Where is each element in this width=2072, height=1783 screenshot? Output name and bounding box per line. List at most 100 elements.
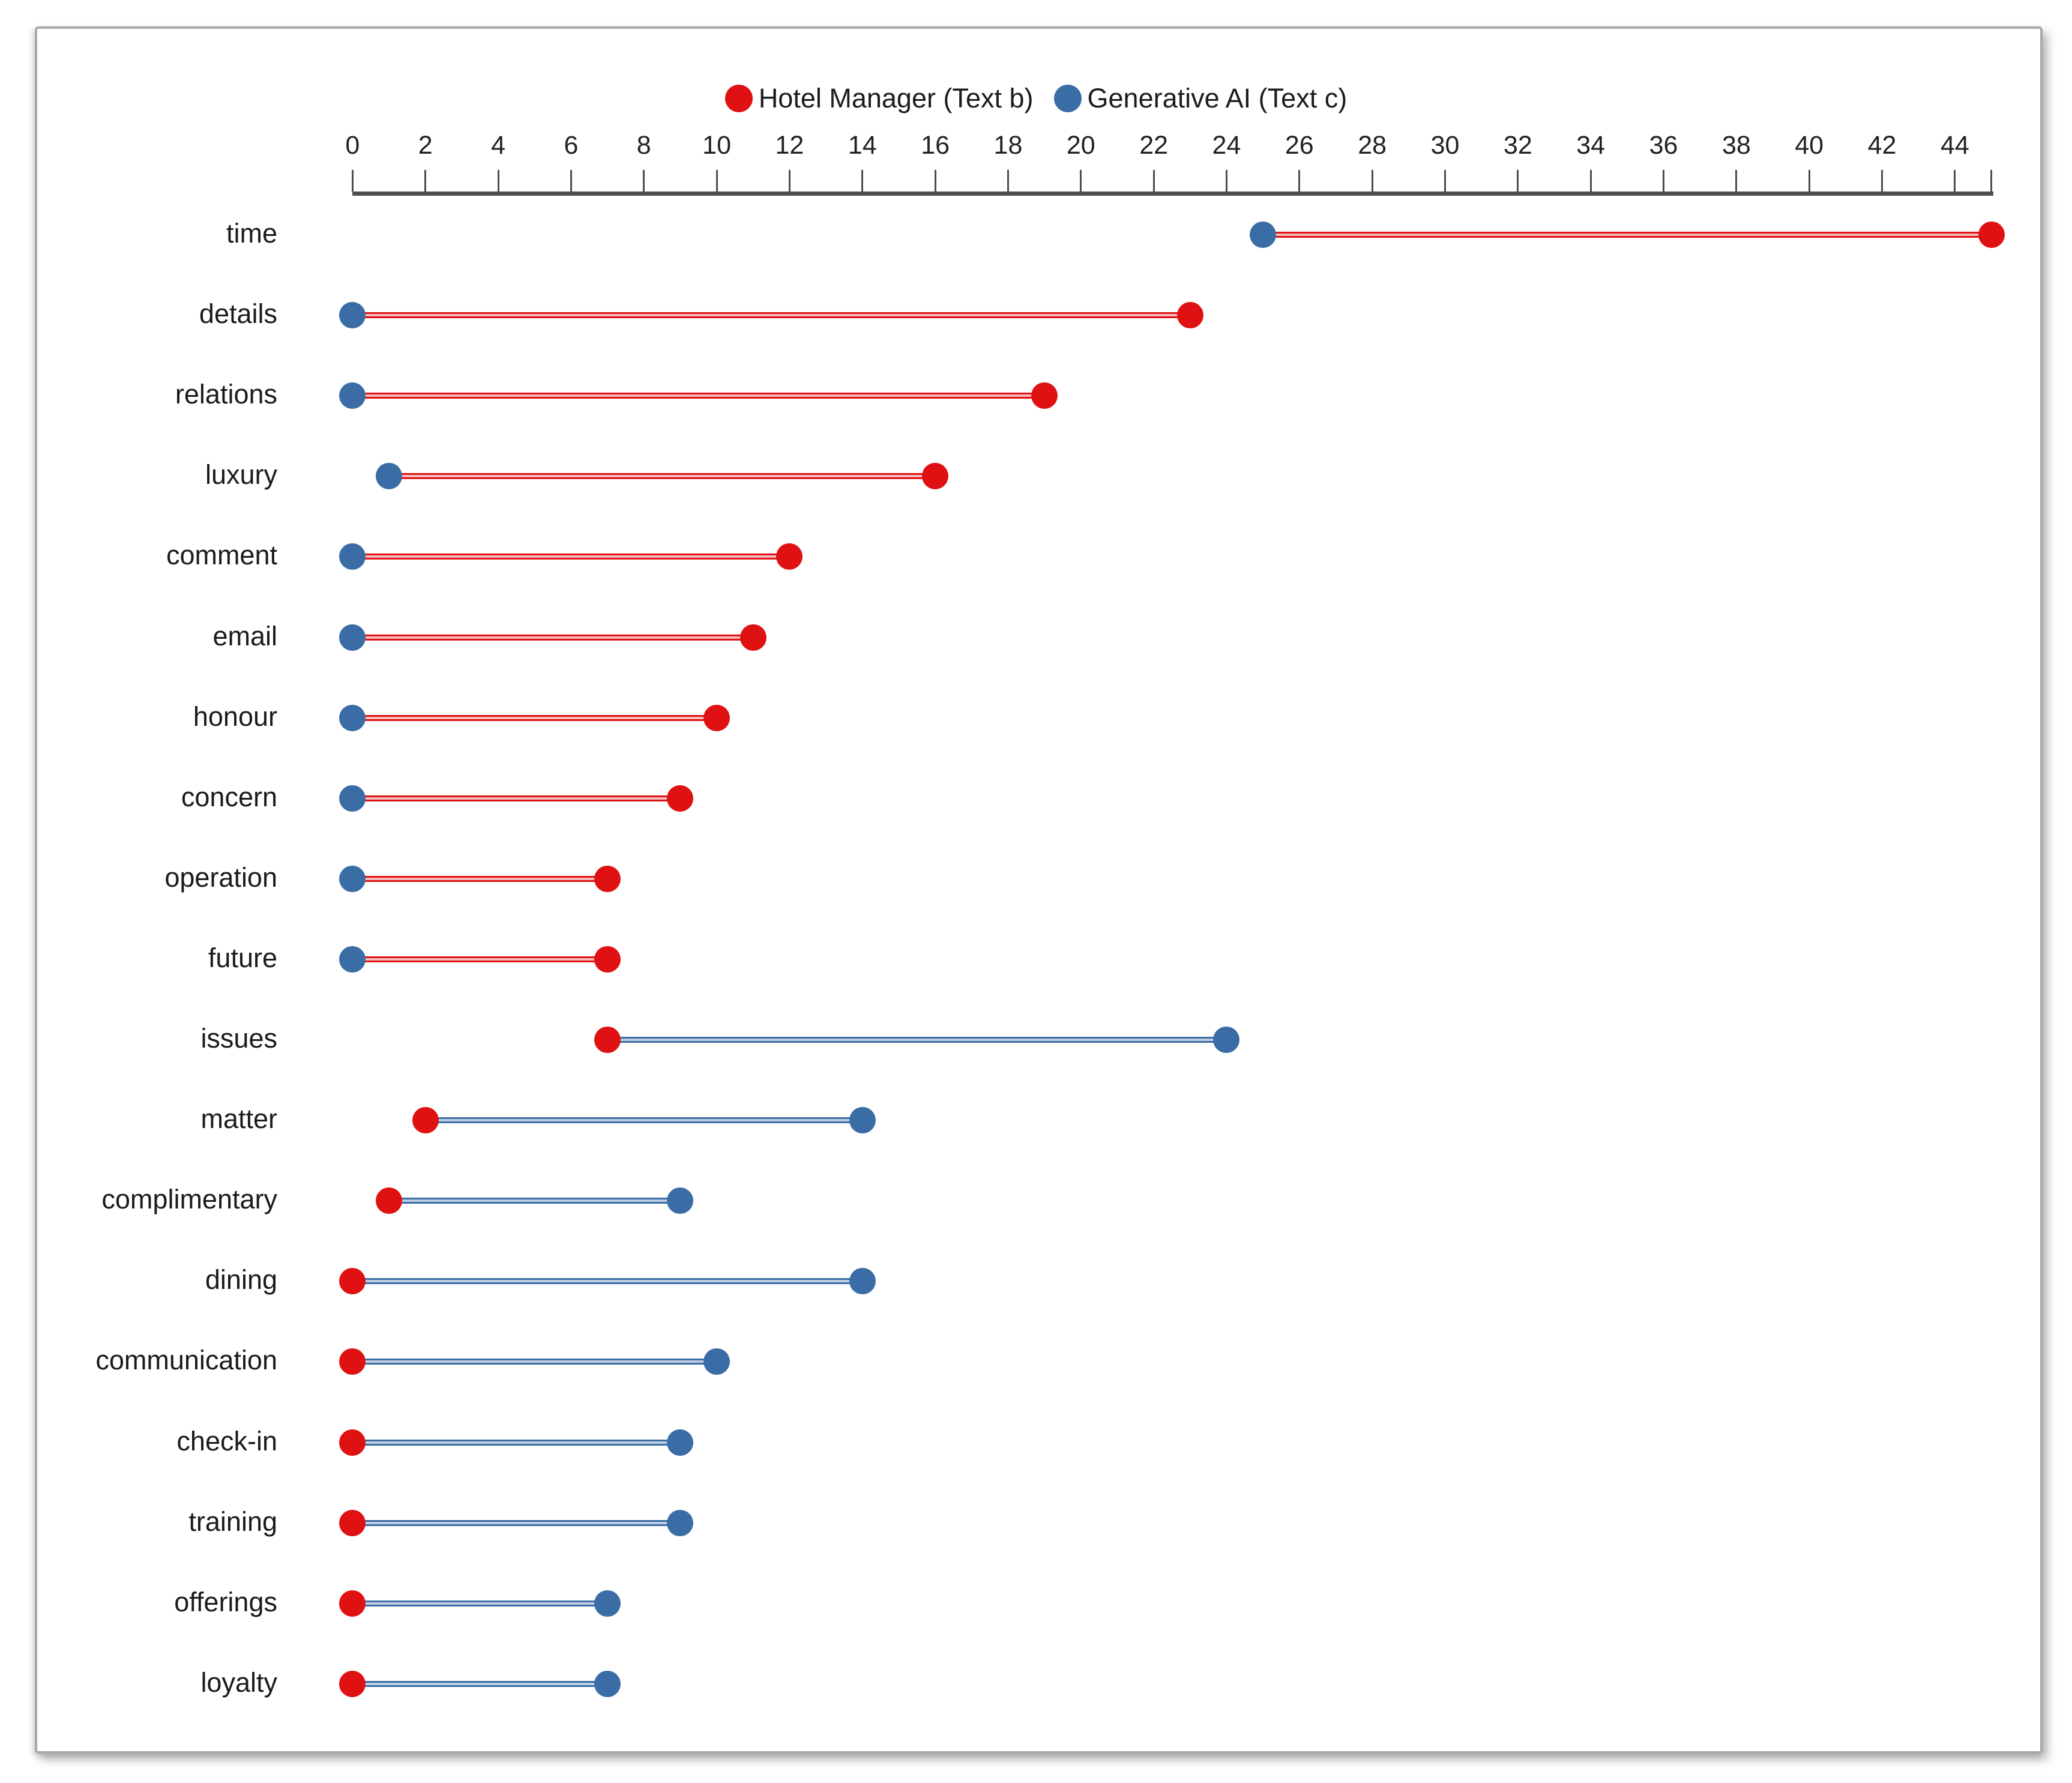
axis-tick: [570, 170, 572, 192]
axis-tick-label: 22: [1139, 131, 1169, 160]
axis-tick: [1444, 170, 1446, 192]
legend-item-generative-ai: Generative AI (Text c): [1053, 83, 1348, 114]
axis-end-tick: [1990, 170, 1993, 192]
axis-tick: [497, 170, 499, 192]
hotel-manager-dot: [339, 1590, 366, 1617]
hotel-manager-dot: [339, 1268, 366, 1295]
hotel-manager-dot: [922, 463, 949, 490]
x-axis-line: [352, 192, 1993, 196]
category-label: offerings: [174, 1586, 277, 1617]
axis-tick-label: 42: [1867, 131, 1897, 160]
category-label: concern: [181, 781, 277, 812]
generative-ai-dot: [339, 785, 366, 812]
generative-ai-dot: [1250, 222, 1277, 248]
hotel-manager-dot: [1031, 382, 1058, 409]
connector-line: [389, 473, 936, 480]
hotel-manager-dot: [667, 785, 694, 812]
category-label: training: [188, 1506, 277, 1537]
connector-line: [352, 1600, 608, 1607]
category-label: communication: [95, 1345, 277, 1376]
generative-ai-dot: [339, 946, 366, 973]
axis-tick: [424, 170, 427, 192]
axis-tick: [1080, 170, 1082, 192]
generative-ai-dot: [849, 1107, 876, 1134]
axis-tick-label: 24: [1212, 131, 1241, 160]
connector-line: [352, 554, 790, 560]
connector-line: [352, 312, 1190, 319]
connector-line: [352, 956, 608, 962]
category-label: loyalty: [200, 1667, 277, 1698]
hotel-manager-dot: [412, 1107, 439, 1134]
axis-tick-label: 34: [1576, 131, 1606, 160]
connector-line: [352, 393, 1045, 399]
axis-tick-label: 30: [1430, 131, 1460, 160]
category-label: comment: [166, 540, 277, 571]
hotel-manager-dot: [1176, 302, 1203, 329]
legend: Hotel Manager (Text b) Generative AI (Te…: [0, 83, 2072, 114]
axis-tick: [1735, 170, 1738, 192]
connector-line: [352, 795, 681, 801]
hotel-manager-dot: [594, 946, 621, 973]
connector-line: [389, 1198, 681, 1204]
axis-tick-label: 44: [1940, 131, 1969, 160]
generative-ai-dot: [1213, 1027, 1240, 1053]
axis-tick-label: 38: [1721, 131, 1751, 160]
hotel-manager-dot: [776, 543, 803, 570]
category-label: relations: [175, 379, 277, 410]
axis-tick: [1881, 170, 1884, 192]
axis-tick: [1954, 170, 1956, 192]
axis-tick: [1225, 170, 1227, 192]
axis-tick-label: 28: [1358, 131, 1387, 160]
category-label: operation: [164, 861, 277, 893]
generative-ai-dot: [339, 865, 366, 892]
generative-ai-dot: [339, 704, 366, 731]
generative-ai-dot: [667, 1187, 694, 1214]
axis-tick: [643, 170, 645, 192]
category-label: check-in: [176, 1425, 277, 1456]
axis-tick-label: 2: [418, 131, 433, 160]
axis-tick-label: 18: [993, 131, 1023, 160]
hotel-manager-dot: [594, 1027, 621, 1053]
hotel-manager-dot: [703, 704, 730, 731]
axis-tick: [1007, 170, 1009, 192]
hotel-manager-dot: [339, 1429, 366, 1456]
hotel-manager-dot: [594, 865, 621, 892]
connector-line: [352, 1359, 717, 1365]
category-label: time: [226, 218, 277, 249]
generative-ai-dot: [594, 1670, 621, 1697]
category-label: complimentary: [101, 1184, 277, 1215]
connector-line: [352, 1519, 681, 1526]
connector-line: [607, 1037, 1227, 1043]
connector-line: [352, 634, 753, 641]
axis-tick-label: 4: [491, 131, 506, 160]
legend-label-generative-ai: Generative AI (Text c): [1087, 83, 1348, 113]
axis-tick-label: 40: [1795, 131, 1824, 160]
axis-tick-label: 6: [564, 131, 579, 160]
axis-tick: [861, 170, 864, 192]
generative-ai-dot: [339, 543, 366, 570]
axis-tick: [715, 170, 718, 192]
category-label: details: [199, 298, 277, 330]
generative-ai-dot: [339, 302, 366, 329]
hotel-manager-dot: [739, 624, 766, 651]
generative-ai-dot: [339, 624, 366, 651]
axis-tick: [1152, 170, 1155, 192]
legend-item-hotel-manager: Hotel Manager (Text b): [724, 83, 1034, 114]
connector-line: [1263, 232, 1992, 238]
generative-ai-dot: [376, 463, 403, 490]
axis-tick-label: 36: [1649, 131, 1678, 160]
hotel-manager-dot: [376, 1187, 403, 1214]
figure-frame: [35, 26, 2043, 1754]
axis-tick: [1589, 170, 1592, 192]
generative-ai-dot: [339, 382, 366, 409]
axis-tick: [1517, 170, 1519, 192]
connector-line: [352, 714, 717, 721]
hotel-manager-dot: [339, 1670, 366, 1697]
generative-ai-dot: [849, 1268, 876, 1295]
category-label: dining: [205, 1264, 277, 1296]
generative-ai-dot: [667, 1509, 694, 1536]
axis-tick-label: 12: [775, 131, 804, 160]
axis-tick-label: 8: [636, 131, 651, 160]
axis-tick: [934, 170, 936, 192]
